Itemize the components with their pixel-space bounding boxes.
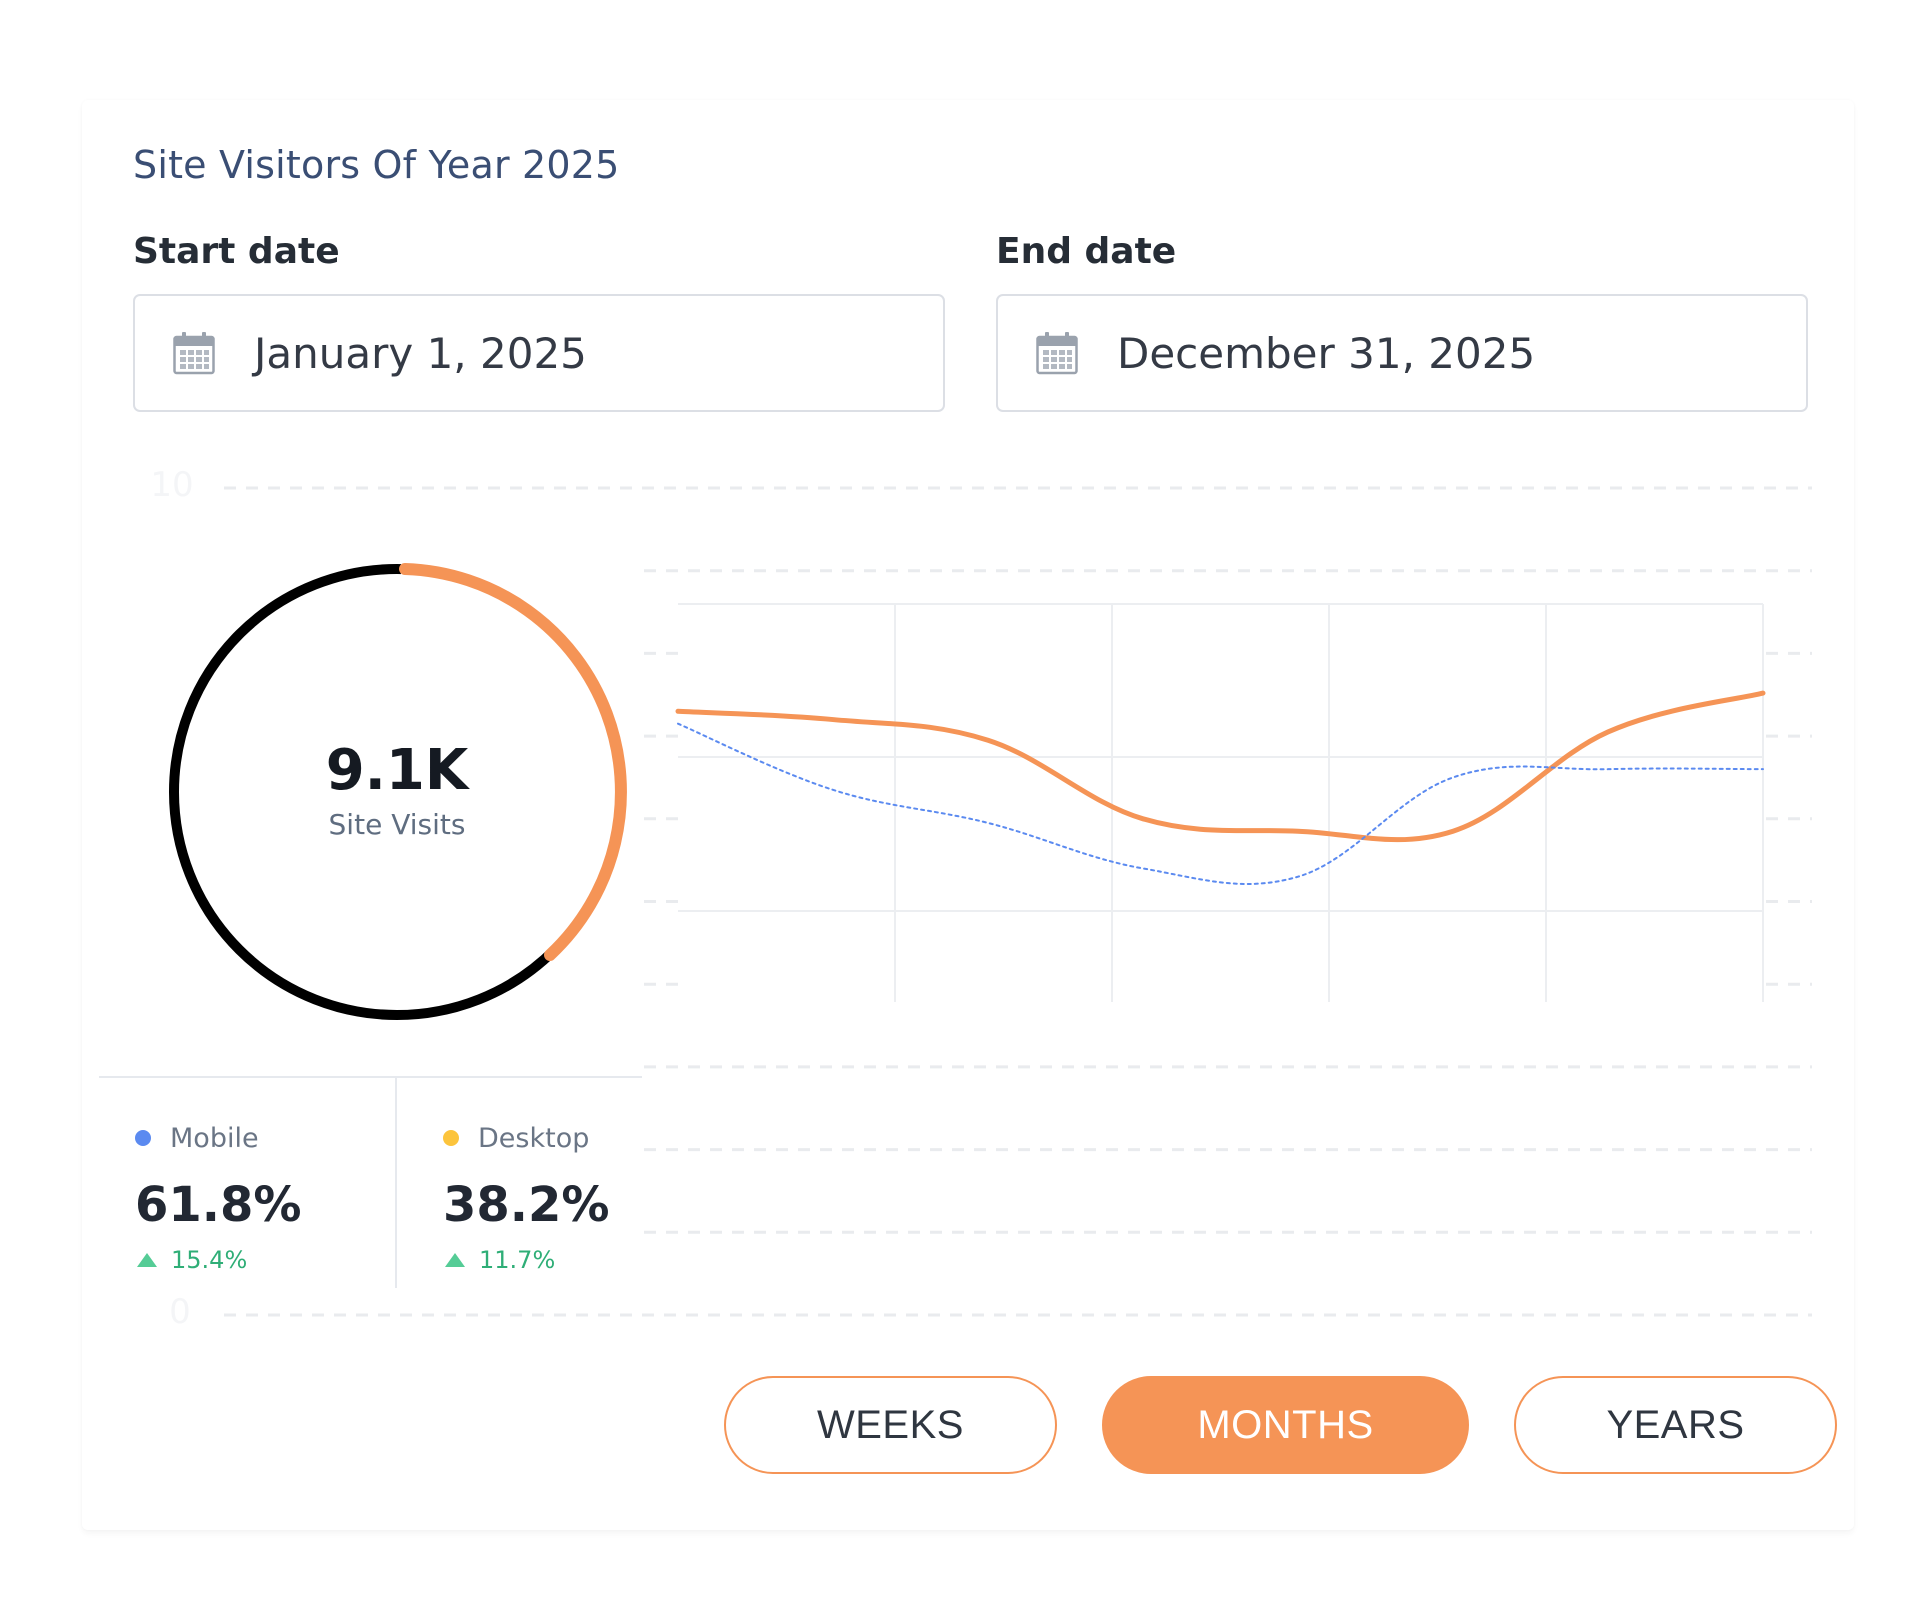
end-date-input[interactable]: December 31, 2025 xyxy=(996,294,1808,412)
series-line-2 xyxy=(677,722,1764,885)
trend-up-icon xyxy=(445,1253,465,1267)
stat-mobile: Mobile 61.8% 15.4% xyxy=(135,1118,302,1276)
stat-change: 11.7% xyxy=(443,1244,610,1276)
y-tick-label-bottom: 0 xyxy=(169,1292,191,1332)
legend-label: Mobile xyxy=(170,1122,259,1154)
gauge xyxy=(169,560,630,1020)
stats-divider xyxy=(99,1076,642,1078)
legend-dot xyxy=(443,1130,459,1146)
years-button[interactable]: YEARS xyxy=(1514,1376,1837,1474)
calendar-icon xyxy=(173,332,215,375)
trend-up-icon xyxy=(137,1253,157,1267)
stat-change-value: 11.7% xyxy=(479,1246,556,1274)
stat-desktop: Desktop 38.2% 11.7% xyxy=(443,1118,610,1276)
start-date-label: Start date xyxy=(133,231,340,272)
series-layer xyxy=(675,690,1766,885)
start-date-input[interactable]: January 1, 2025 xyxy=(133,294,945,412)
card-title: Site Visitors Of Year 2025 xyxy=(133,143,620,187)
legend-desktop: Desktop xyxy=(443,1118,610,1158)
weeks-button[interactable]: WEEKS xyxy=(724,1376,1057,1474)
gauge-label: Site Visits xyxy=(328,808,466,841)
legend-dot xyxy=(135,1130,151,1146)
plot-grid xyxy=(678,596,1764,1012)
end-date-value: December 31, 2025 xyxy=(1117,328,1536,378)
months-button[interactable]: MONTHS xyxy=(1102,1376,1469,1474)
end-date-label: End date xyxy=(996,231,1177,272)
start-date-value: January 1, 2025 xyxy=(254,328,587,378)
stat-value: 38.2% xyxy=(443,1177,610,1233)
stat-change: 15.4% xyxy=(135,1244,302,1276)
stat-value: 61.8% xyxy=(135,1177,302,1233)
stats-divider xyxy=(395,1078,397,1288)
series-line-1 xyxy=(675,690,1766,843)
stat-change-value: 15.4% xyxy=(171,1246,248,1274)
gauge-value: 9.1K xyxy=(325,738,469,803)
legend-mobile: Mobile xyxy=(135,1118,302,1158)
y-tick-label-top: 10 xyxy=(150,465,193,505)
legend-label: Desktop xyxy=(478,1122,590,1154)
calendar-icon xyxy=(1036,332,1078,375)
gauge-accent-arc xyxy=(399,563,627,961)
plot-area xyxy=(678,596,1763,1012)
